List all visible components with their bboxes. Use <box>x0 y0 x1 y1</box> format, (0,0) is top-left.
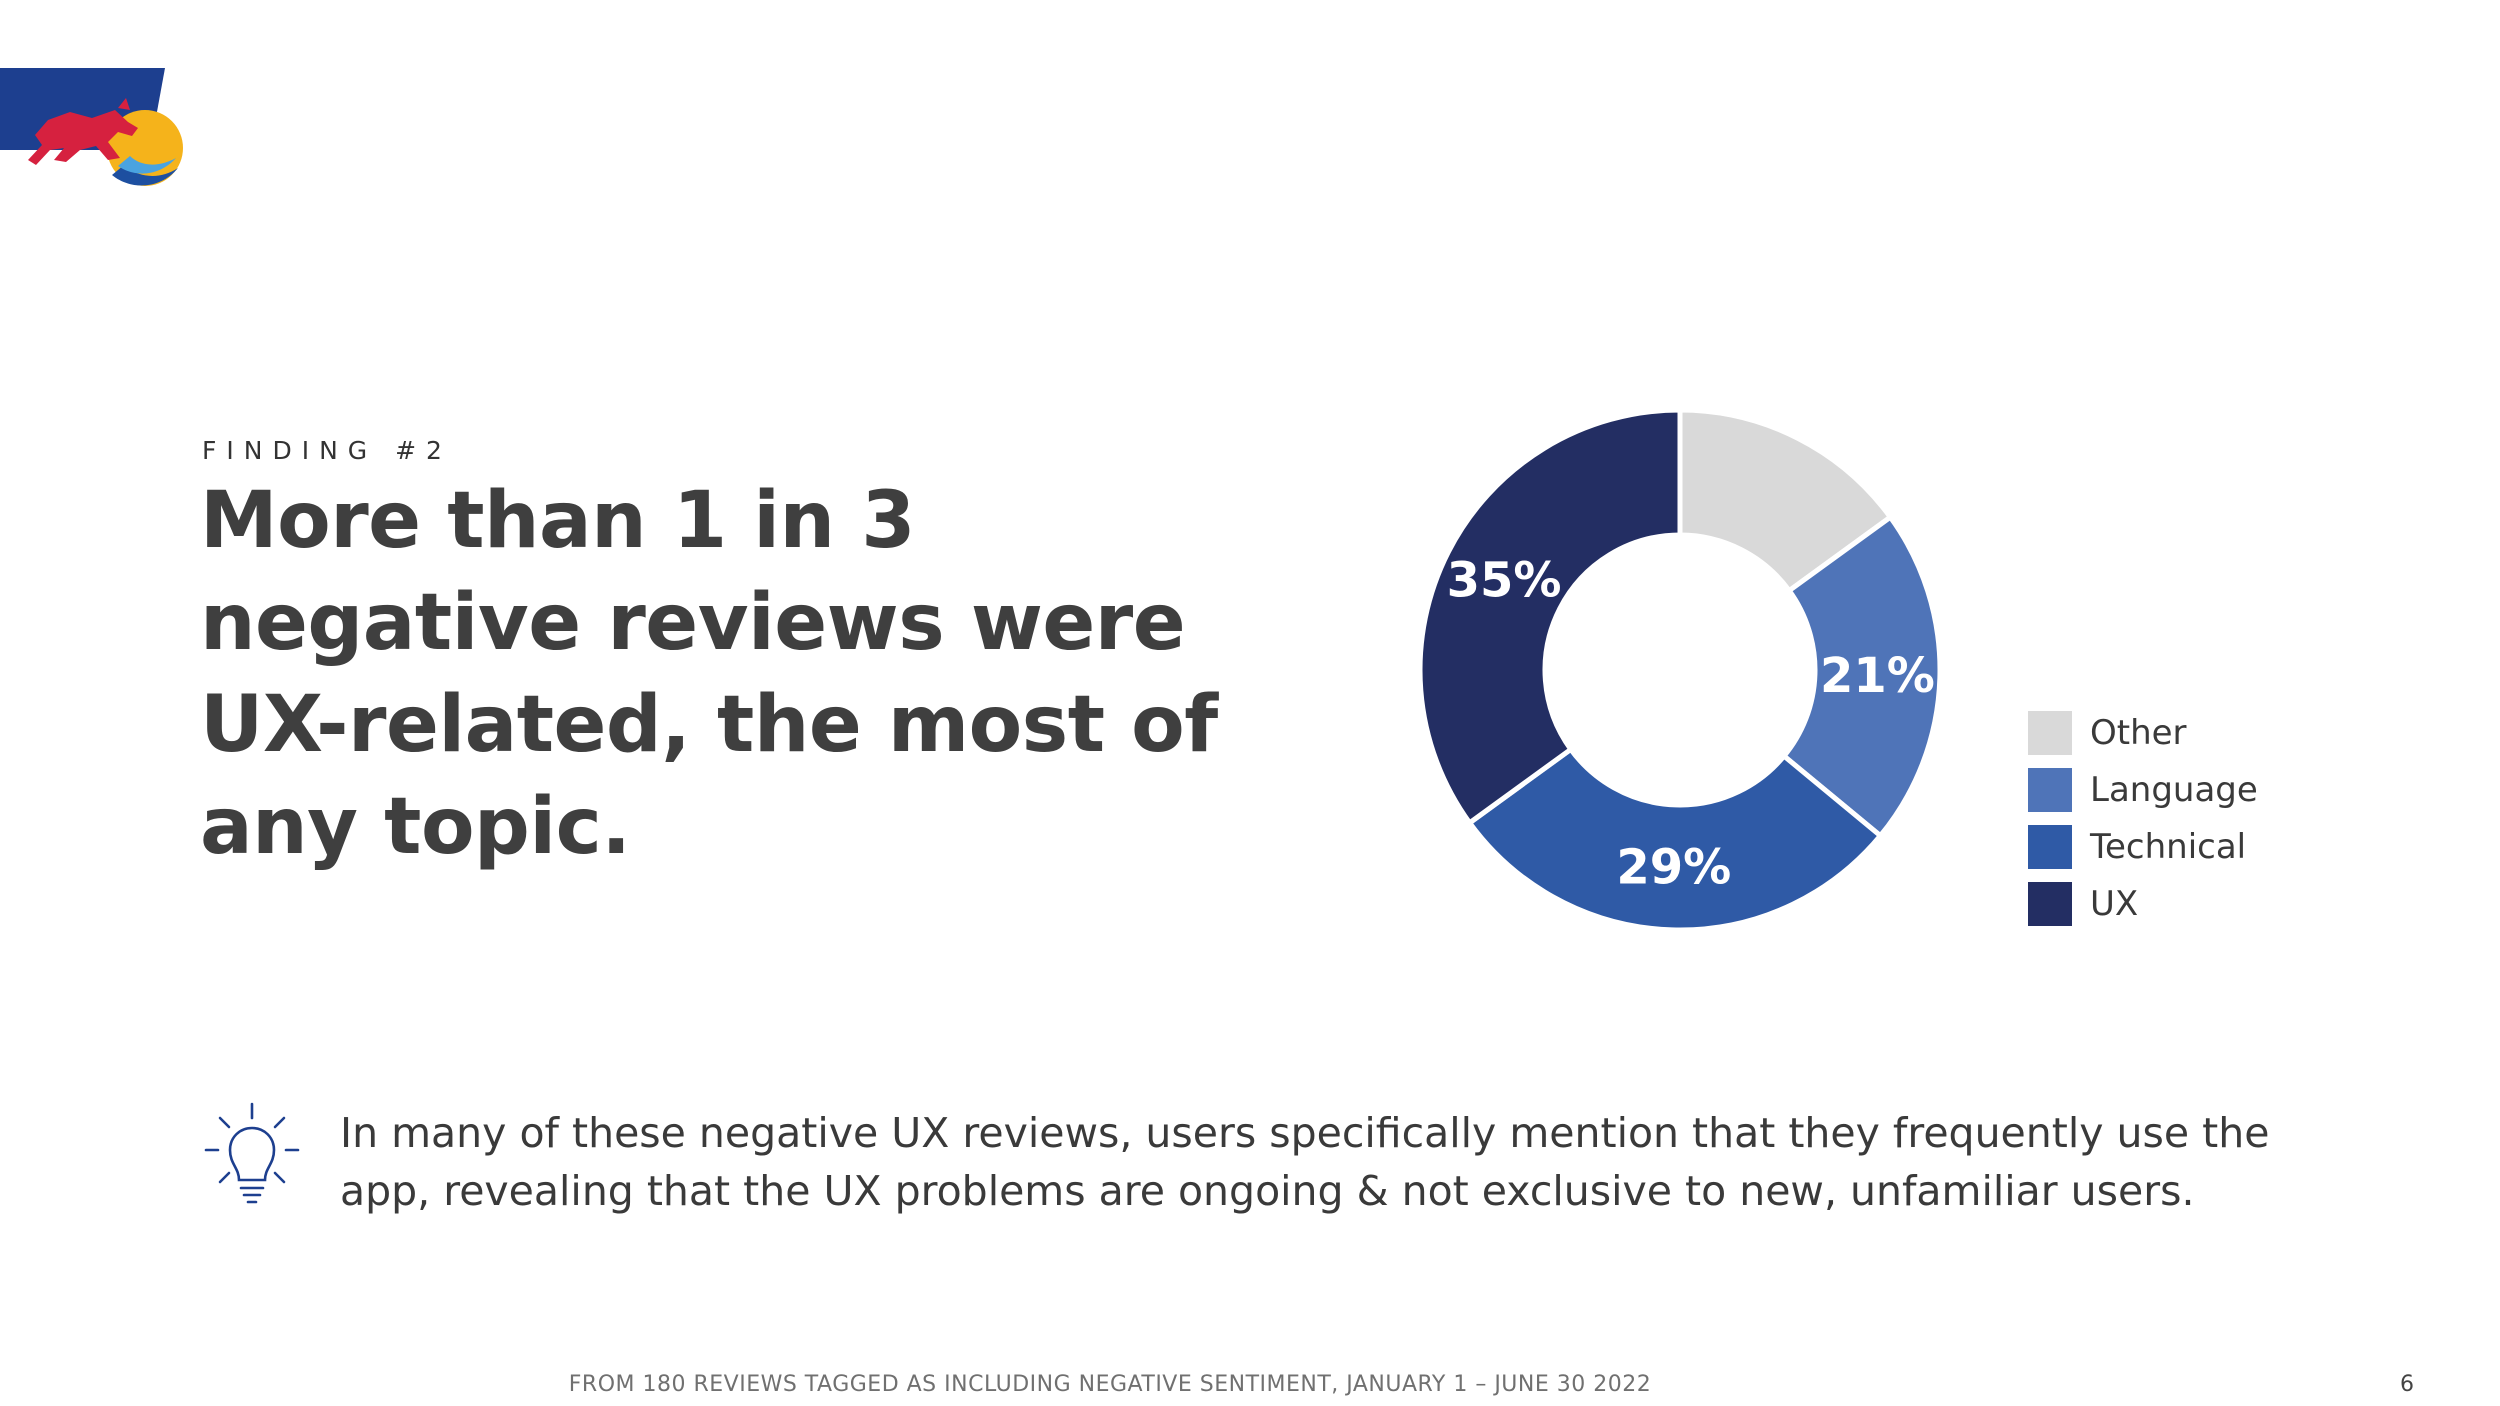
insight-text: In many of these negative UX reviews, us… <box>340 1109 2270 1215</box>
donut-slice-other <box>1677 407 1894 595</box>
legend-label: Other <box>2090 712 2187 753</box>
legend-item-ux: UX <box>2028 875 2258 932</box>
legend-item-technical: Technical <box>2028 818 2258 875</box>
donut-label-language: 21% <box>1820 648 1935 704</box>
donut-slice-language <box>1780 513 1943 840</box>
legend-label: UX <box>2090 883 2139 924</box>
donut-label-ux: 35% <box>1447 552 1562 608</box>
source-note: FROM 180 REVIEWS TAGGED AS INCLUDING NEG… <box>568 1372 1652 1397</box>
legend-swatch <box>2028 824 2072 869</box>
brand-logo <box>0 0 200 200</box>
legend-label: Technical <box>2090 826 2247 867</box>
donut-label-technical: 29% <box>1616 839 1731 895</box>
headline: More than 1 in 3 negative reviews were U… <box>200 476 1218 872</box>
legend-swatch <box>2028 767 2072 812</box>
donut-slice-technical <box>1466 745 1884 933</box>
legend-item-other: Other <box>2028 704 2258 761</box>
legend-swatch <box>2028 881 2072 926</box>
donut-slice-ux <box>1417 407 1683 827</box>
page-number: 6 <box>2400 1372 2414 1397</box>
lightbulb-icon <box>202 1100 302 1212</box>
donut-chart: 21% 29% 35% <box>1400 390 1960 950</box>
legend-swatch <box>2028 710 2072 755</box>
finding-label: FINDING #2 <box>202 436 452 465</box>
chart-legend: Other Language Technical UX <box>2028 704 2258 932</box>
legend-item-language: Language <box>2028 761 2258 818</box>
legend-label: Language <box>2090 769 2258 810</box>
